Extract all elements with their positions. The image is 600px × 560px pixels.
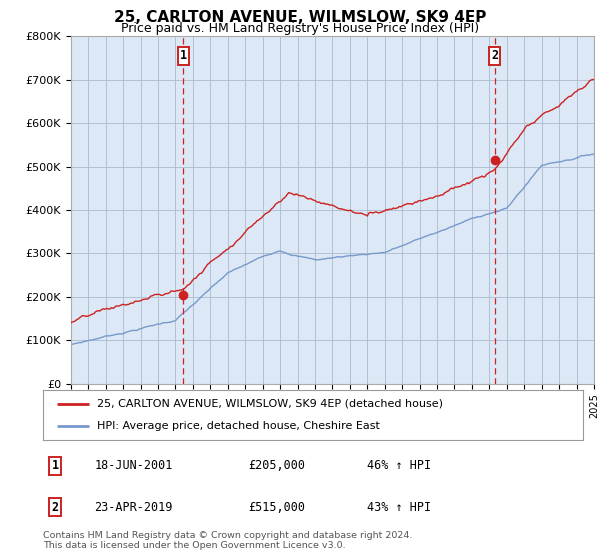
Text: 25, CARLTON AVENUE, WILMSLOW, SK9 4EP: 25, CARLTON AVENUE, WILMSLOW, SK9 4EP (114, 10, 486, 25)
Text: 23-APR-2019: 23-APR-2019 (94, 501, 173, 514)
Text: 46% ↑ HPI: 46% ↑ HPI (367, 459, 431, 473)
Text: 25, CARLTON AVENUE, WILMSLOW, SK9 4EP (detached house): 25, CARLTON AVENUE, WILMSLOW, SK9 4EP (d… (97, 399, 443, 409)
Text: £515,000: £515,000 (248, 501, 305, 514)
Text: £205,000: £205,000 (248, 459, 305, 473)
Text: 1: 1 (180, 49, 187, 62)
Text: 18-JUN-2001: 18-JUN-2001 (94, 459, 173, 473)
Text: Contains HM Land Registry data © Crown copyright and database right 2024.
This d: Contains HM Land Registry data © Crown c… (43, 531, 413, 550)
Text: 2: 2 (52, 501, 59, 514)
Text: HPI: Average price, detached house, Cheshire East: HPI: Average price, detached house, Ches… (97, 421, 380, 431)
Text: 43% ↑ HPI: 43% ↑ HPI (367, 501, 431, 514)
Text: 2: 2 (491, 49, 499, 62)
Text: 1: 1 (52, 459, 59, 473)
Text: Price paid vs. HM Land Registry's House Price Index (HPI): Price paid vs. HM Land Registry's House … (121, 22, 479, 35)
